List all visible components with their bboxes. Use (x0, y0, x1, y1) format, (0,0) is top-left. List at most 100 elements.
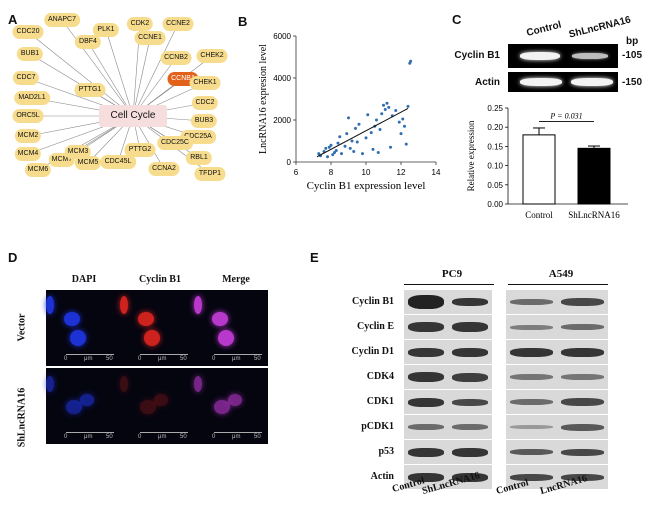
scale-bar (66, 354, 114, 355)
protein-label-cycline: Cyclin E (357, 321, 394, 332)
blot-band (561, 374, 604, 380)
protein-label-cyclind1: Cyclin D1 (351, 346, 395, 357)
scatter-point (364, 136, 368, 140)
blot-band (510, 449, 553, 455)
scale-bar (214, 432, 262, 433)
nucleus (80, 394, 94, 406)
gene-node-mad2l1: MAD2L1 (14, 91, 50, 105)
scale-label-unit: μm (84, 356, 93, 362)
scale-bar (140, 354, 188, 355)
blot-strip (506, 440, 608, 464)
scale-label-fifty: 50 (106, 356, 113, 362)
cell-cycle-network: ANAPC7 CDC20 BUB1 CDC7 MAD2L1 ORC5L MCM2 MCM4 MC… (0, 0, 230, 250)
nucleus (194, 296, 202, 314)
gene-node-mcm5: MCM5 (74, 156, 102, 170)
protein-label-p53: p53 (378, 446, 394, 457)
panel-label-c: C (452, 12, 462, 27)
p-value: P = 0.031 (549, 111, 582, 120)
scale-label-zero: 0 (138, 434, 142, 440)
gene-node-cdc20: CDC20 (12, 25, 44, 39)
nucleus (140, 400, 156, 414)
y-tick-label: 6000 (273, 32, 291, 41)
scatter-point (326, 155, 329, 159)
panel-c: Control ShLncRNA16 bp Cyclin B1 Actin -1… (448, 0, 650, 250)
y-tick-label: 0.05 (487, 181, 503, 190)
scatter-point (399, 132, 403, 136)
blot-band (510, 299, 553, 305)
group-pc9: PC9 (441, 268, 463, 280)
gel-band (520, 52, 560, 60)
group-line (404, 284, 494, 285)
gel-band (520, 78, 562, 86)
scale-label-zero: 0 (64, 434, 68, 440)
blot-band (510, 324, 553, 330)
gel-band (572, 53, 608, 59)
scatter-point (369, 131, 373, 135)
blot-band (561, 324, 604, 330)
blot-band (452, 347, 488, 357)
nucleus (212, 312, 228, 326)
nucleus (218, 330, 234, 346)
panel-label-a: A (8, 12, 18, 27)
gene-node-bub3: BUB3 (190, 114, 218, 128)
scatter-point (409, 59, 413, 63)
scatter-point (345, 132, 349, 136)
blot-strip (404, 315, 492, 339)
scatter-point (348, 146, 352, 150)
gel-band (571, 78, 613, 86)
scale-bar (66, 432, 114, 433)
blot-strip (404, 340, 492, 364)
blot-band (452, 398, 488, 406)
nucleus (120, 296, 128, 314)
nucleus (228, 394, 242, 406)
scatter-point (378, 127, 382, 131)
scatter-point (334, 148, 338, 152)
blot-strip (506, 340, 608, 364)
bar (577, 147, 611, 205)
gene-node-pttg1: PTTG1 (74, 83, 106, 97)
blot-band (452, 372, 488, 382)
bar-chart: 0.00 0.05 0.10 0.15 0.20 0.25 Control ShLncRNA1… (466, 104, 628, 220)
gene-node-anapc7: ANAPC7 (44, 13, 80, 27)
scale-label-unit: μm (158, 434, 167, 440)
gene-node-cdc7: CDC7 (12, 71, 40, 85)
protein-label-cdk4: CDK4 (366, 371, 394, 382)
nucleus (46, 376, 54, 392)
gene-node-mcm6: MCM6 (24, 163, 52, 177)
blot-strip (506, 365, 608, 389)
blot-strip (506, 390, 608, 414)
y-tick-label: 2000 (273, 116, 291, 125)
scatter-point (355, 140, 359, 144)
bar (522, 134, 556, 205)
scatter-point (350, 139, 354, 143)
blot-band (510, 425, 553, 429)
gene-node-chek2: CHEK2 (196, 49, 228, 63)
gel-row-cyclinb1: Cyclin B1 (454, 50, 500, 61)
blot-band (561, 473, 604, 481)
blot-strip (506, 415, 608, 439)
blot-band (408, 447, 444, 457)
micrograph-shlncrna16-dapi: 0 μm 50 (46, 368, 120, 444)
col-dapi: DAPI (71, 274, 97, 285)
blot-band (452, 472, 488, 482)
scatter-point (352, 150, 356, 153)
gene-node-chek1: CHEK1 (189, 76, 221, 90)
y-tick-label: 0.10 (487, 162, 503, 171)
gene-node-mcm2: MCM2 (14, 129, 42, 143)
blot-strip (404, 465, 492, 489)
blot-band (561, 347, 604, 357)
panel-d: DAPI Cyclin B1 Merge Vector ShLncRNA16 0… (0, 262, 290, 508)
scatter-point (380, 112, 384, 116)
scatter-point (382, 103, 385, 107)
blot-band (408, 424, 444, 430)
row-shlncrna16: ShLncRNA16 (16, 387, 28, 448)
blot-strip (404, 365, 492, 389)
scatter-point (361, 152, 364, 156)
blot-band (510, 399, 553, 405)
scale-label-unit: μm (84, 434, 93, 440)
blot-band (561, 398, 604, 406)
blot-strip (404, 390, 492, 414)
scatter-point (340, 152, 343, 156)
blot-band (408, 472, 444, 482)
nucleus (138, 312, 154, 326)
